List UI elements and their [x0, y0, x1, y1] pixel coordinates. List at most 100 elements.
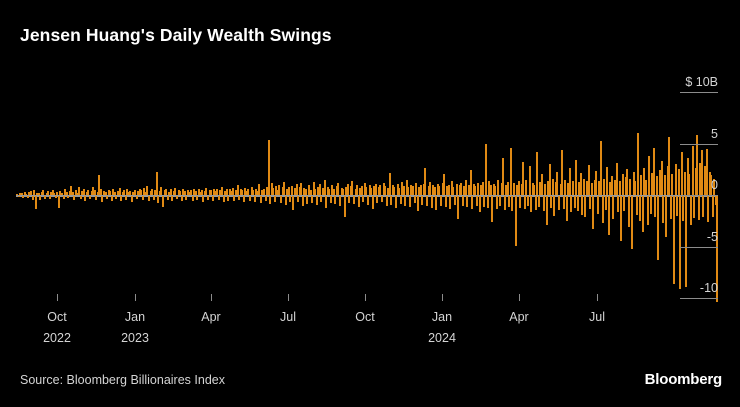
- bar: [379, 184, 382, 195]
- bar: [112, 188, 115, 195]
- bar: [547, 180, 550, 195]
- bar: [694, 168, 697, 195]
- bar: [244, 187, 247, 195]
- bar: [247, 188, 250, 195]
- bar: [234, 190, 237, 195]
- bar: [61, 192, 64, 195]
- bar: [693, 196, 696, 218]
- bar: [419, 184, 422, 195]
- bar: [402, 185, 405, 195]
- bar: [461, 196, 464, 207]
- bar: [275, 185, 278, 195]
- bar: [93, 189, 96, 195]
- bar: [348, 196, 351, 204]
- bar: [230, 191, 233, 195]
- bar: [412, 185, 415, 195]
- x-axis-tick: [597, 294, 598, 301]
- bar: [440, 196, 442, 207]
- bar: [109, 191, 112, 195]
- bar: [320, 196, 323, 203]
- bar: [631, 196, 634, 249]
- bar: [321, 187, 324, 195]
- bar: [536, 151, 539, 195]
- bar: [64, 189, 67, 195]
- bar: [374, 183, 377, 195]
- x-axis-tick: [519, 294, 520, 301]
- bar: [578, 181, 581, 195]
- bar: [231, 187, 234, 195]
- bar: [483, 196, 486, 208]
- bar: [236, 184, 239, 195]
- bar: [115, 196, 118, 199]
- bar: [225, 189, 228, 195]
- bar: [208, 189, 211, 195]
- bar: [534, 196, 537, 211]
- bloomberg-logo: Bloomberg: [644, 371, 723, 388]
- bar: [632, 172, 635, 195]
- bar: [158, 190, 161, 195]
- bar: [610, 176, 613, 195]
- bar: [565, 196, 568, 221]
- bar: [396, 183, 399, 195]
- bar: [679, 196, 682, 289]
- bar: [71, 191, 74, 195]
- bar: [398, 187, 401, 195]
- bar: [186, 189, 189, 195]
- bar: [651, 173, 654, 195]
- bar: [377, 186, 380, 195]
- y-axis-tick: [680, 143, 718, 145]
- bar: [572, 180, 574, 195]
- bar: [95, 196, 98, 201]
- bar: [34, 196, 37, 210]
- bar: [662, 196, 665, 223]
- bar: [683, 172, 686, 195]
- bar: [357, 196, 360, 208]
- x-axis-tick: [211, 294, 212, 301]
- bar: [339, 196, 342, 207]
- bar: [553, 196, 556, 216]
- bar: [499, 196, 501, 207]
- bar: [253, 196, 256, 203]
- bar: [676, 196, 679, 216]
- bar: [707, 196, 710, 222]
- bar: [250, 186, 253, 195]
- bar: [329, 196, 332, 204]
- bar: [98, 175, 101, 195]
- bar: [390, 196, 393, 206]
- bar: [405, 179, 408, 195]
- bar: [163, 189, 166, 195]
- bar: [506, 181, 509, 195]
- bar: [328, 188, 331, 195]
- bar: [315, 196, 318, 206]
- bar: [284, 196, 287, 206]
- bar: [629, 178, 632, 195]
- bar: [429, 181, 432, 195]
- bar: [194, 191, 197, 195]
- bar: [143, 187, 146, 195]
- bar: [523, 196, 526, 210]
- bar: [130, 196, 133, 203]
- bar: [579, 173, 582, 195]
- bar: [20, 192, 23, 195]
- bar: [443, 174, 446, 195]
- bar: [269, 196, 272, 205]
- bar: [477, 182, 480, 195]
- bar: [286, 188, 289, 195]
- bar: [474, 185, 477, 195]
- bar: [259, 196, 262, 204]
- bar: [345, 186, 348, 195]
- bar: [311, 196, 314, 204]
- bar: [711, 196, 714, 217]
- bar: [214, 191, 217, 195]
- bar: [603, 178, 606, 195]
- x-axis-year-label: 2022: [43, 331, 71, 345]
- bar: [590, 182, 593, 195]
- bar: [29, 190, 32, 195]
- bar: [40, 191, 43, 195]
- bar: [242, 196, 245, 202]
- y-axis-label: -5: [706, 229, 718, 244]
- bar: [368, 184, 371, 195]
- bar: [444, 196, 447, 208]
- bar: [326, 186, 329, 195]
